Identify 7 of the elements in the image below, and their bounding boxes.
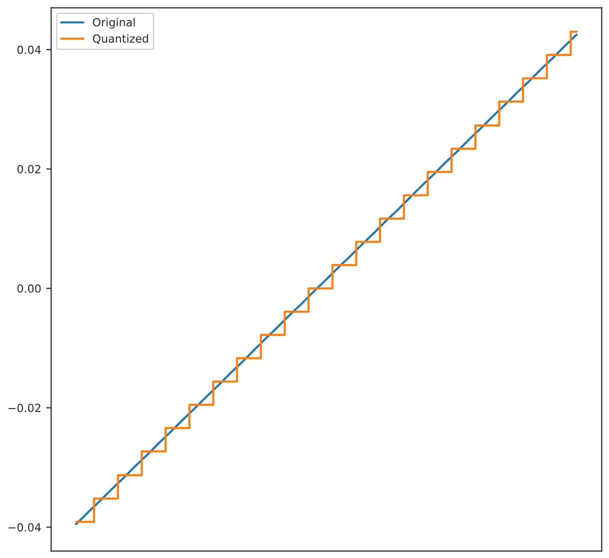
legend-label: Original bbox=[92, 18, 135, 29]
y-tick-label: 0.02 bbox=[17, 164, 40, 174]
y-tick-label: −0.02 bbox=[8, 404, 40, 412]
y-tick-label: −0.04 bbox=[8, 523, 41, 532]
legend-label: Quantized bbox=[92, 34, 148, 44]
y-tick-label: 0.00 bbox=[17, 284, 41, 293]
y-tick-label: 0.04 bbox=[17, 46, 41, 54]
